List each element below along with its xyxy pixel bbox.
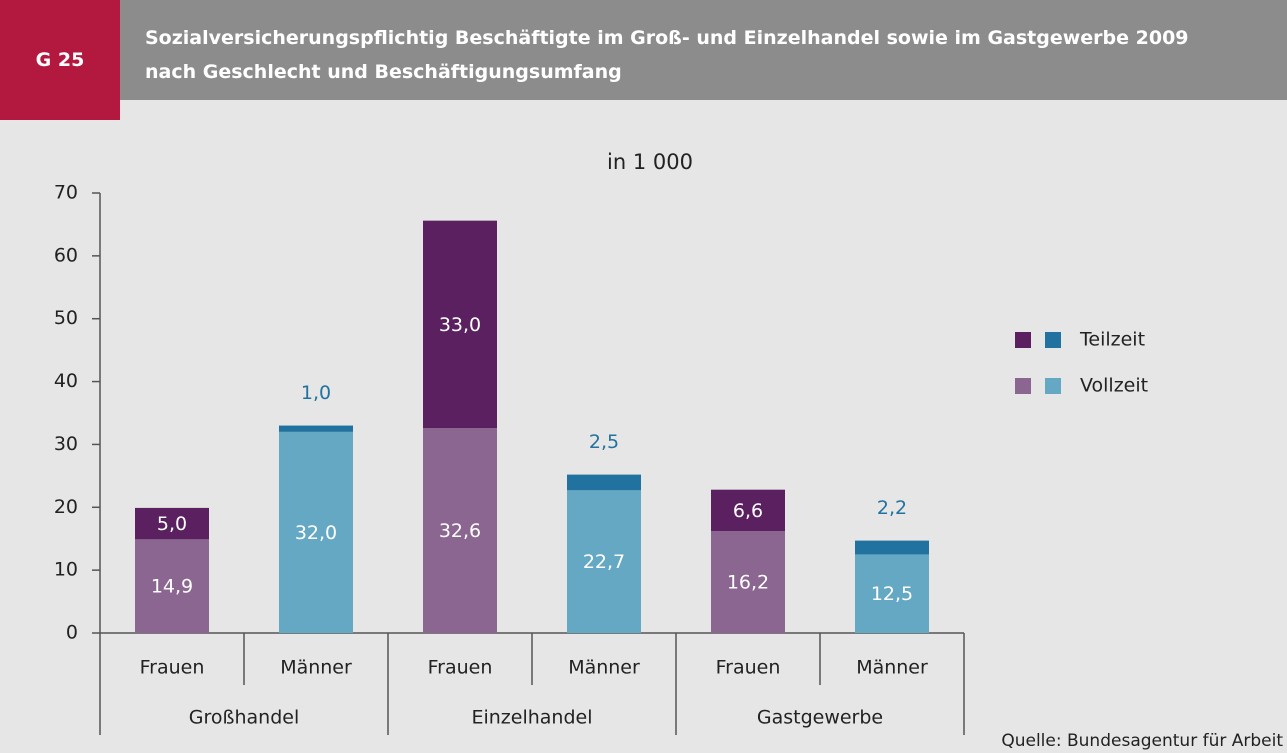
value-label: 16,2 [727, 572, 769, 594]
value-label: 2,2 [877, 497, 907, 519]
y-tick-label: 50 [54, 307, 78, 329]
legend-swatch [1045, 332, 1061, 348]
bar-segment [855, 554, 929, 633]
value-label: 1,0 [301, 382, 331, 404]
chart-title: Sozialversicherungspflichtig Beschäftigt… [145, 27, 1189, 49]
chart-subtitle: nach Geschlecht und Beschäftigungsumfang [145, 61, 622, 83]
legend-swatch [1015, 378, 1031, 394]
value-label: 32,6 [439, 520, 481, 542]
y-tick-label: 10 [54, 559, 78, 581]
badge-box [0, 0, 120, 120]
group-label: Gastgewerbe [757, 707, 883, 729]
value-label: 12,5 [871, 583, 913, 605]
legend-label: Vollzeit [1080, 375, 1148, 397]
value-label: 33,0 [439, 314, 481, 336]
bar-segment [135, 539, 209, 633]
group-label: Einzelhandel [471, 707, 592, 729]
group-label: Großhandel [189, 707, 299, 729]
y-tick-label: 70 [54, 182, 78, 204]
bar-segment [279, 425, 353, 432]
bar-segment [135, 507, 209, 540]
bar-segment [279, 431, 353, 633]
bar-segment [423, 220, 497, 429]
unit-label: in 1 000 [607, 150, 693, 174]
legend-swatch [1045, 378, 1061, 394]
bar-segment [711, 531, 785, 633]
y-tick-label: 40 [54, 370, 78, 392]
legend-swatch [1015, 332, 1031, 348]
value-label: 5,0 [157, 513, 187, 535]
x-tick-label: Frauen [428, 657, 493, 679]
value-label: 6,6 [733, 500, 763, 522]
legend-label: Teilzeit [1079, 329, 1145, 351]
y-tick-label: 60 [54, 244, 78, 266]
header [0, 0, 1287, 100]
value-label: 14,9 [151, 576, 193, 598]
x-tick-label: Frauen [716, 657, 781, 679]
y-tick-label: 20 [54, 496, 78, 518]
x-tick-label: Frauen [140, 657, 205, 679]
bar-segment [423, 428, 497, 633]
value-label: 2,5 [589, 431, 619, 453]
bar-segment [855, 540, 929, 555]
x-tick-label: Männer [856, 657, 928, 679]
y-tick-label: 30 [54, 433, 78, 455]
x-tick-label: Männer [280, 657, 352, 679]
value-label: 22,7 [583, 551, 625, 573]
x-tick-label: Männer [568, 657, 640, 679]
bar-segment [567, 490, 641, 633]
bar-segment [711, 489, 785, 532]
y-tick-label: 0 [66, 622, 78, 644]
badge: G 25 [36, 49, 85, 71]
value-label: 32,0 [295, 522, 337, 544]
bar-segment [567, 474, 641, 491]
source: Quelle: Bundesagentur für Arbeit [1001, 731, 1283, 751]
